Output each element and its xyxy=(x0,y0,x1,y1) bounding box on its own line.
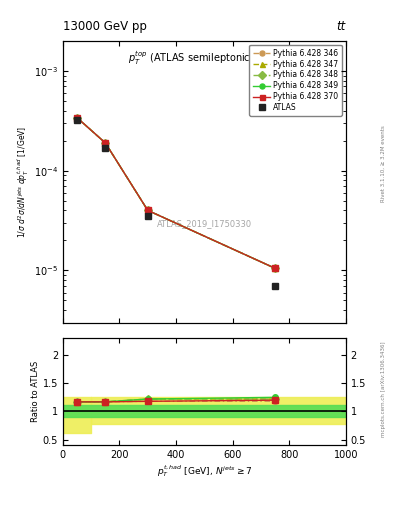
Pythia 6.428 349 xyxy=(145,207,150,214)
Text: Rivet 3.1.10, ≥ 3.2M events: Rivet 3.1.10, ≥ 3.2M events xyxy=(381,125,386,202)
Pythia 6.428 347 xyxy=(145,207,150,214)
Legend: Pythia 6.428 346, Pythia 6.428 347, Pythia 6.428 348, Pythia 6.428 349, Pythia 6: Pythia 6.428 346, Pythia 6.428 347, Pyth… xyxy=(250,45,342,116)
Pythia 6.428 349 xyxy=(273,265,277,271)
Text: ATLAS_2019_I1750330: ATLAS_2019_I1750330 xyxy=(157,220,252,228)
Pythia 6.428 348 xyxy=(273,265,277,271)
X-axis label: $p_T^{t,had}$ [GeV], $N^{jets} \geq 7$: $p_T^{t,had}$ [GeV], $N^{jets} \geq 7$ xyxy=(157,463,252,479)
Text: $p_T^{top}$ (ATLAS semileptonic ttbar): $p_T^{top}$ (ATLAS semileptonic ttbar) xyxy=(128,50,281,67)
Pythia 6.428 348 xyxy=(145,207,150,214)
Line: Pythia 6.428 347: Pythia 6.428 347 xyxy=(74,115,278,271)
Text: mcplots.cern.ch [arXiv:1306.3436]: mcplots.cern.ch [arXiv:1306.3436] xyxy=(381,342,386,437)
Pythia 6.428 347 xyxy=(273,265,277,271)
Pythia 6.428 370 xyxy=(103,140,108,146)
Pythia 6.428 349 xyxy=(75,115,79,121)
Pythia 6.428 370 xyxy=(273,265,277,271)
Pythia 6.428 348 xyxy=(103,140,108,146)
Line: Pythia 6.428 348: Pythia 6.428 348 xyxy=(74,115,278,271)
Line: Pythia 6.428 370: Pythia 6.428 370 xyxy=(74,115,278,271)
Y-axis label: $1 / \sigma \; d^2\sigma / d N^{jets} \; dp_T^{t,had}$ [1/GeV]: $1 / \sigma \; d^2\sigma / d N^{jets} \;… xyxy=(16,125,31,238)
Pythia 6.428 347 xyxy=(103,140,108,146)
Text: 13000 GeV pp: 13000 GeV pp xyxy=(63,20,147,33)
Pythia 6.428 348 xyxy=(75,115,79,121)
Pythia 6.428 370 xyxy=(75,115,79,121)
Pythia 6.428 349 xyxy=(103,140,108,146)
Pythia 6.428 346 xyxy=(103,140,108,146)
Pythia 6.428 346 xyxy=(75,115,79,121)
Line: Pythia 6.428 346: Pythia 6.428 346 xyxy=(74,115,278,271)
Pythia 6.428 370 xyxy=(145,207,150,214)
Pythia 6.428 347 xyxy=(75,115,79,121)
Pythia 6.428 346 xyxy=(145,207,150,214)
Line: Pythia 6.428 349: Pythia 6.428 349 xyxy=(74,115,278,271)
Pythia 6.428 346 xyxy=(273,265,277,271)
Text: tt: tt xyxy=(336,20,346,33)
Y-axis label: Ratio to ATLAS: Ratio to ATLAS xyxy=(31,361,40,422)
